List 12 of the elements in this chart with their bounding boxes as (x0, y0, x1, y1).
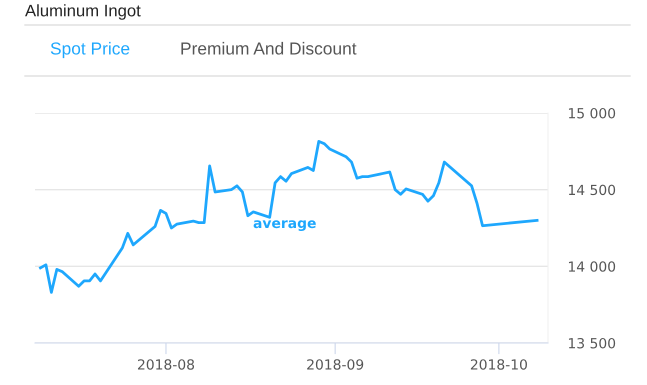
line-series (39, 140, 538, 294)
text: Spot Price (50, 42, 130, 58)
y-tick-label: 14 000 (568, 261, 616, 272)
y-tick-label: 15 000 (568, 108, 616, 118)
y-tick-label: 13 500 (568, 338, 616, 348)
text: Premium And Discount (181, 42, 356, 55)
x-tick-label: 2018-08 (138, 359, 194, 370)
chart-title: Aluminum Ingot (25, 4, 141, 20)
x-tick-label: 2018-09 (307, 359, 364, 370)
y-tick-label: 14 500 (568, 184, 616, 196)
x-tick-label: 2018-10 (470, 359, 527, 370)
series-label: average (254, 220, 316, 231)
